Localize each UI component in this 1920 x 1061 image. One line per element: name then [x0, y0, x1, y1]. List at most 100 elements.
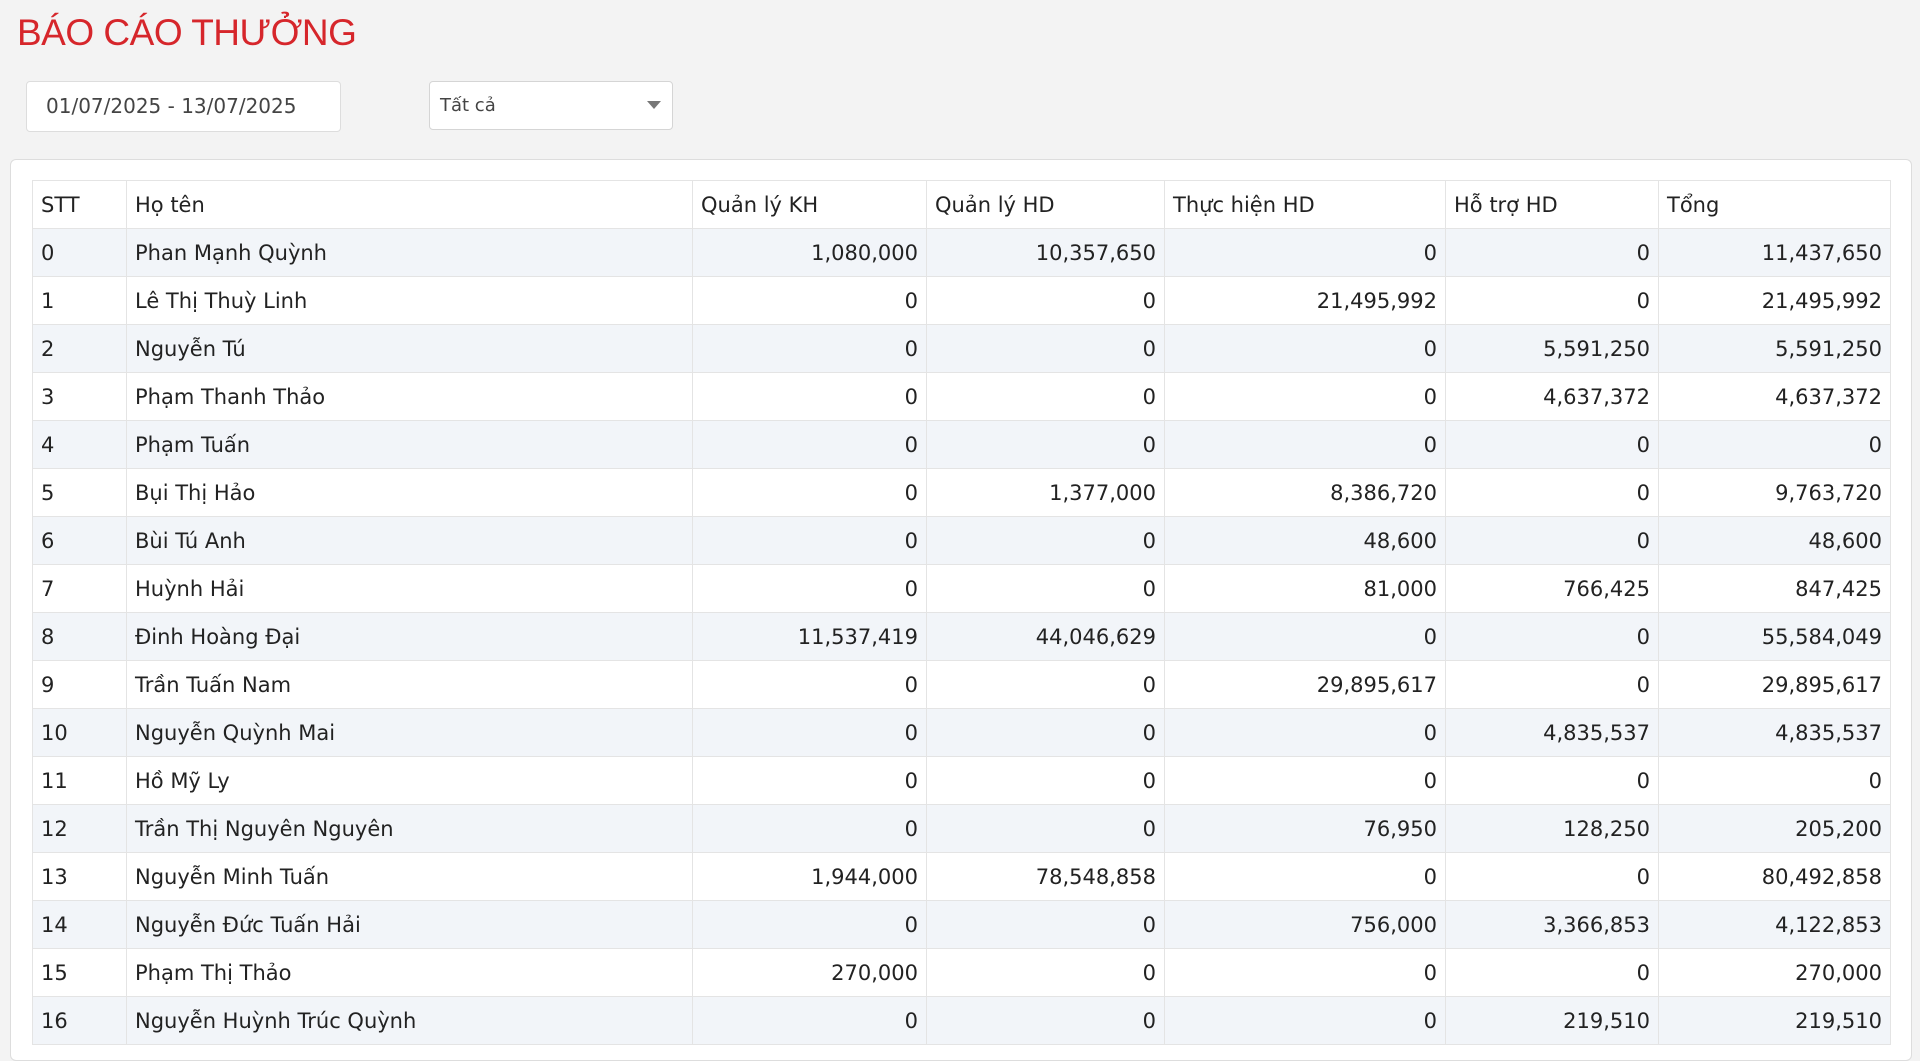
table-cell: 7: [32, 564, 127, 613]
table-cell: Nguyễn Đức Tuấn Hải: [126, 900, 693, 949]
table-cell: 4,122,853: [1658, 900, 1891, 949]
table-cell: 0: [1445, 948, 1659, 997]
column-header: Quản lý KH: [692, 180, 927, 229]
table-cell: 11,437,650: [1658, 228, 1891, 277]
table-cell: 14: [32, 900, 127, 949]
table-cell: Nguyễn Minh Tuấn: [126, 852, 693, 901]
table-row: 14 Nguyễn Đức Tuấn Hải 0 0 756,000 3,366,853 4…: [32, 900, 1891, 949]
table-cell: 0: [1164, 228, 1446, 277]
table-row: 13 Nguyễn Minh Tuấn 1,944,000 78,548,858 0 0 8…: [32, 852, 1891, 901]
table-cell: 0: [1445, 276, 1659, 325]
table-cell: Phạm Thanh Thảo: [126, 372, 693, 421]
report-table: STT Họ tên Quản lý KH Quản lý HD Thực hiện H…: [32, 180, 1891, 1045]
table-cell: 10: [32, 708, 127, 757]
table-cell: 3: [32, 372, 127, 421]
report-panel: STT Họ tên Quản lý KH Quản lý HD Thực hiện H…: [10, 159, 1912, 1061]
column-header: Họ tên: [126, 180, 693, 229]
table-cell: 55,584,049: [1658, 612, 1891, 661]
table-cell: 48,600: [1164, 516, 1446, 565]
table-cell: 0: [1164, 420, 1446, 469]
table-cell: Lê Thị Thuỳ Linh: [126, 276, 693, 325]
table-cell: Bụi Thị Hảo: [126, 468, 693, 517]
table-cell: Nguyễn Huỳnh Trúc Quỳnh: [126, 996, 693, 1045]
table-cell: Huỳnh Hải: [126, 564, 693, 613]
table-cell: 15: [32, 948, 127, 997]
table-cell: 0: [926, 804, 1165, 853]
table-cell: 81,000: [1164, 564, 1446, 613]
table-cell: 12: [32, 804, 127, 853]
table-cell: 4,835,537: [1445, 708, 1659, 757]
table-cell: 0: [1164, 324, 1446, 373]
table-cell: 0: [1658, 756, 1891, 805]
column-header: Quản lý HD: [926, 180, 1165, 229]
table-cell: 0: [692, 756, 927, 805]
table-cell: 0: [1445, 468, 1659, 517]
table-cell: 0: [926, 276, 1165, 325]
table-cell: 0: [1164, 612, 1446, 661]
column-header: STT: [32, 180, 127, 229]
table-cell: 8,386,720: [1164, 468, 1446, 517]
table-cell: 0: [692, 804, 927, 853]
table-cell: 2: [32, 324, 127, 373]
header-row: STT Họ tên Quản lý KH Quản lý HD Thực hiện H…: [32, 180, 1891, 229]
table-cell: 0: [1164, 372, 1446, 421]
table-cell: 0: [1445, 516, 1659, 565]
table-cell: Bùi Tú Anh: [126, 516, 693, 565]
table-cell: 0: [1164, 708, 1446, 757]
table-cell: Phạm Tuấn: [126, 420, 693, 469]
table-cell: 8: [32, 612, 127, 661]
table-cell: Nguyễn Tú: [126, 324, 693, 373]
column-header: Tổng: [1658, 180, 1891, 229]
table-cell: 9,763,720: [1658, 468, 1891, 517]
table-cell: 0: [692, 900, 927, 949]
date-range-input[interactable]: 01/07/2025 - 13/07/2025: [26, 81, 341, 132]
table-row: 2 Nguyễn Tú 0 0 0 5,591,250 5,591,250: [32, 324, 1891, 373]
table-cell: 0: [926, 564, 1165, 613]
table-row: 8 Đinh Hoàng Đại 11,537,419 44,046,629 0 0 55,…: [32, 612, 1891, 661]
table-cell: 5,591,250: [1445, 324, 1659, 373]
table-cell: 11: [32, 756, 127, 805]
table-row: 7 Huỳnh Hải 0 0 81,000 766,425 847,425: [32, 564, 1891, 613]
table-cell: 0: [692, 324, 927, 373]
table-cell: 0: [692, 420, 927, 469]
table-cell: 0: [1445, 228, 1659, 277]
table-cell: Phan Mạnh Quỳnh: [126, 228, 693, 277]
table-cell: 756,000: [1164, 900, 1446, 949]
table-cell: 4: [32, 420, 127, 469]
status-select[interactable]: Tất cả: [429, 81, 673, 130]
table-cell: 0: [926, 420, 1165, 469]
table-row: 12 Trần Thị Nguyên Nguyên 0 0 76,950 128,250 2…: [32, 804, 1891, 853]
table-cell: 29,895,617: [1164, 660, 1446, 709]
table-cell: Trần Tuấn Nam: [126, 660, 693, 709]
table-cell: 76,950: [1164, 804, 1446, 853]
table-cell: 0: [926, 516, 1165, 565]
table-row: 5 Bụi Thị Hảo 0 1,377,000 8,386,720 0 9,763,72…: [32, 468, 1891, 517]
table-cell: 0: [1658, 420, 1891, 469]
table-cell: 21,495,992: [1164, 276, 1446, 325]
table-cell: 4,835,537: [1658, 708, 1891, 757]
table-cell: 4,637,372: [1658, 372, 1891, 421]
table-row: 9 Trần Tuấn Nam 0 0 29,895,617 0 29,895,617: [32, 660, 1891, 709]
table-cell: 1,377,000: [926, 468, 1165, 517]
table-cell: 1,080,000: [692, 228, 927, 277]
table-row: 10 Nguyễn Quỳnh Mai 0 0 0 4,835,537 4,835,537: [32, 708, 1891, 757]
table-cell: 0: [1445, 756, 1659, 805]
table-cell: 0: [1445, 612, 1659, 661]
table-cell: 0: [692, 996, 927, 1045]
table-cell: 3,366,853: [1445, 900, 1659, 949]
table-cell: 0: [1164, 852, 1446, 901]
table-cell: 0: [692, 372, 927, 421]
table-cell: Nguyễn Quỳnh Mai: [126, 708, 693, 757]
table-cell: 10,357,650: [926, 228, 1165, 277]
table-cell: 0: [926, 372, 1165, 421]
table-cell: 205,200: [1658, 804, 1891, 853]
table-cell: 0: [926, 948, 1165, 997]
table-row: 16 Nguyễn Huỳnh Trúc Quỳnh 0 0 0 219,510 219,5…: [32, 996, 1891, 1045]
table-cell: 0: [1445, 420, 1659, 469]
table-cell: 0: [926, 660, 1165, 709]
table-cell: 128,250: [1445, 804, 1659, 853]
table-cell: 0: [926, 708, 1165, 757]
table-cell: 1,944,000: [692, 852, 927, 901]
table-cell: 6: [32, 516, 127, 565]
